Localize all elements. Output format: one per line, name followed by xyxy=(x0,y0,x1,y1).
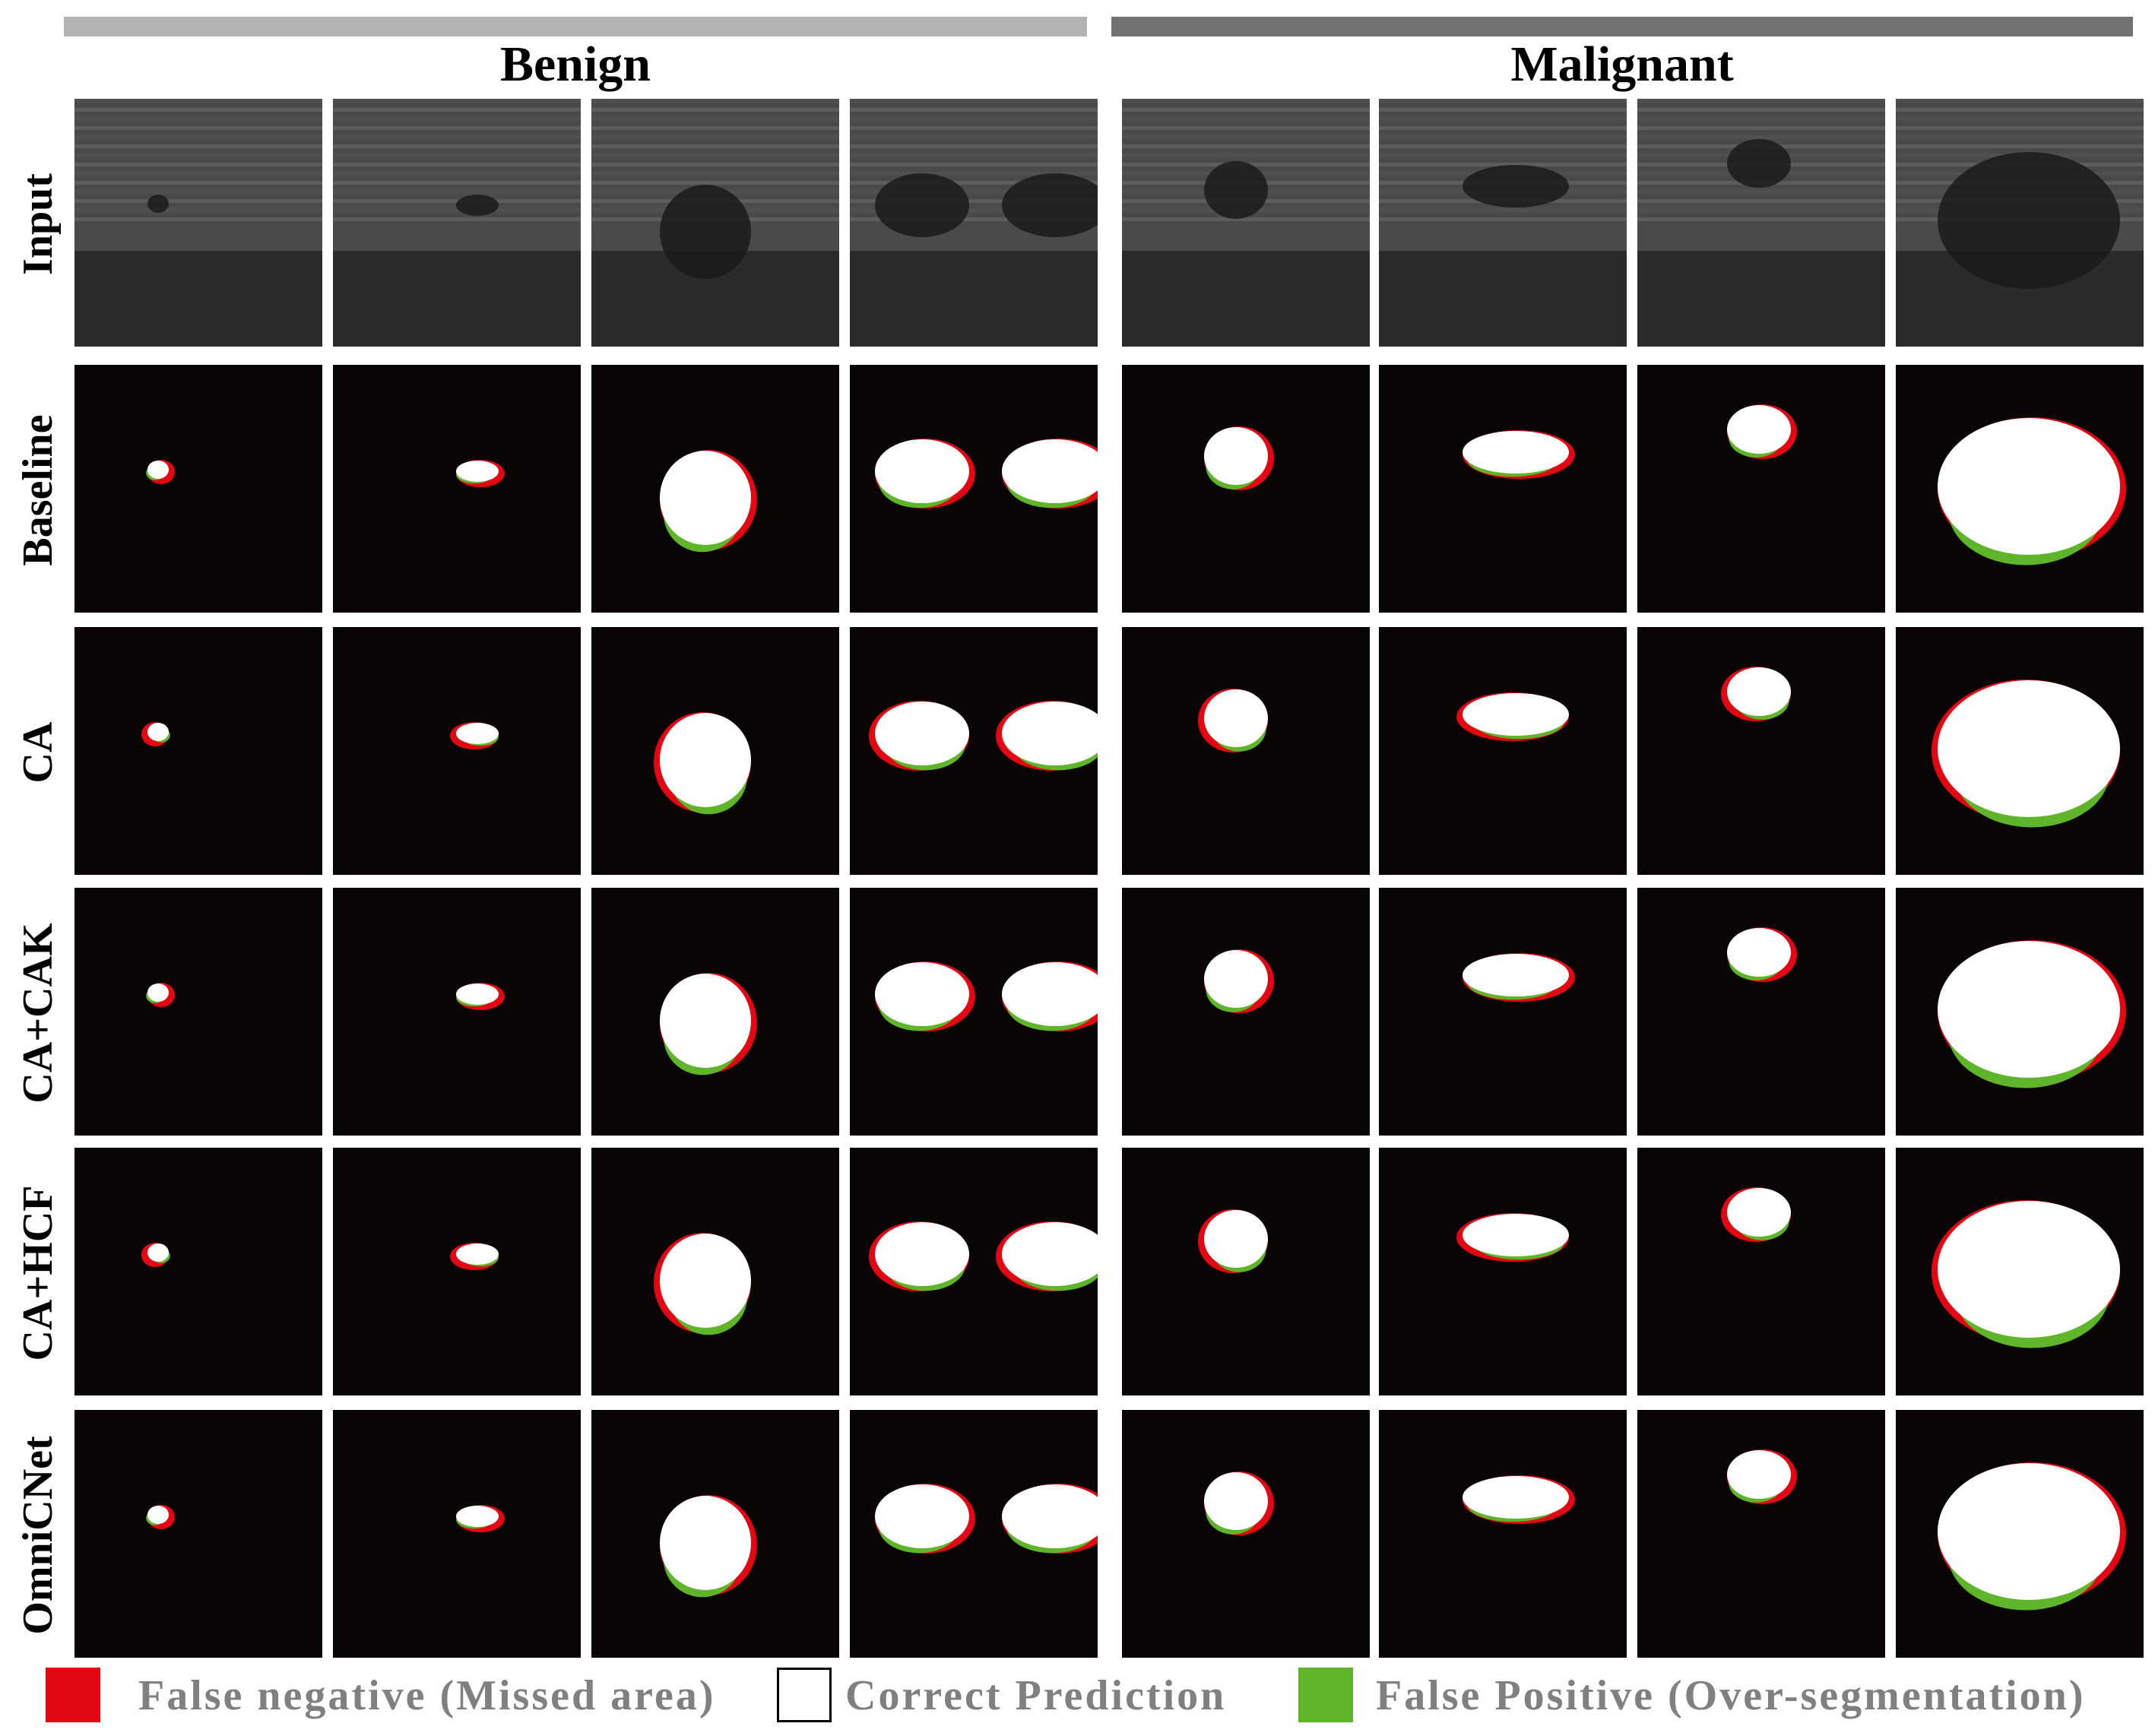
row-label-omnicnet: OmniCNet xyxy=(14,1436,62,1635)
ultrasound-image-r0-c0 xyxy=(74,99,322,347)
ultrasound-image-r0-c7 xyxy=(1896,99,2144,347)
correct-prediction-swatch xyxy=(777,1668,832,1722)
malignant-group-title: Malignant xyxy=(1510,36,1734,92)
segmentation-map-r2-c4 xyxy=(1122,627,1370,875)
ultrasound-image-r0-c6 xyxy=(1637,99,1885,347)
segmentation-map-r3-c4 xyxy=(1122,888,1370,1136)
benign-group-title: Benign xyxy=(499,36,651,92)
row-label-ca: CA xyxy=(14,721,62,784)
segmentation-map-r1-c5 xyxy=(1379,365,1627,613)
segmentation-map-r5-c1 xyxy=(333,1410,581,1658)
segmentation-map-r3-c7 xyxy=(1896,888,2144,1136)
segmentation-map-r3-c0 xyxy=(74,888,322,1136)
segmentation-map-r2-c5 xyxy=(1379,627,1627,875)
segmentation-map-r2-c0 xyxy=(74,627,322,875)
segmentation-map-r5-c6 xyxy=(1637,1410,1885,1658)
segmentation-map-r5-c5 xyxy=(1379,1410,1627,1658)
segmentation-map-r1-c7 xyxy=(1896,365,2144,613)
segmentation-map-r4-c7 xyxy=(1896,1148,2144,1395)
segmentation-map-r1-c3 xyxy=(850,365,1098,613)
segmentation-map-r5-c2 xyxy=(591,1410,839,1658)
correct-prediction-label: Correct Prediction xyxy=(845,1672,1227,1719)
segmentation-map-r4-c5 xyxy=(1379,1148,1627,1395)
segmentation-map-r5-c0 xyxy=(74,1410,322,1658)
segmentation-map-r5-c3 xyxy=(850,1410,1098,1658)
segmentation-map-r2-c3 xyxy=(850,627,1098,875)
segmentation-map-r3-c6 xyxy=(1637,888,1885,1136)
false-positive-swatch xyxy=(1298,1668,1353,1722)
malignant-header-bar xyxy=(1111,17,2133,36)
ultrasound-image-r0-c5 xyxy=(1379,99,1627,347)
ultrasound-image-r0-c2 xyxy=(591,99,839,347)
row-label-ca-hcf: CA+HCF xyxy=(14,1185,62,1361)
segmentation-map-r1-c0 xyxy=(74,365,322,613)
segmentation-map-r5-c7 xyxy=(1896,1410,2144,1658)
segmentation-map-r4-c4 xyxy=(1122,1148,1370,1395)
segmentation-map-r4-c0 xyxy=(74,1148,322,1395)
segmentation-map-r2-c6 xyxy=(1637,627,1885,875)
segmentation-map-r1-c2 xyxy=(591,365,839,613)
segmentation-map-r1-c4 xyxy=(1122,365,1370,613)
ultrasound-image-r0-c1 xyxy=(333,99,581,347)
segmentation-map-r4-c1 xyxy=(333,1148,581,1395)
ultrasound-image-r0-c4 xyxy=(1122,99,1370,347)
row-label-baseline: Baseline xyxy=(14,414,62,566)
segmentation-map-r3-c1 xyxy=(333,888,581,1136)
row-label-input: Input xyxy=(14,173,62,275)
segmentation-map-r3-c5 xyxy=(1379,888,1627,1136)
ultrasound-image-r0-c3 xyxy=(850,99,1098,347)
segmentation-map-r1-c6 xyxy=(1637,365,1885,613)
segmentation-map-r2-c2 xyxy=(591,627,839,875)
benign-header-bar xyxy=(64,17,1087,36)
false-negative-swatch xyxy=(46,1668,100,1722)
segmentation-map-r1-c1 xyxy=(333,365,581,613)
segmentation-map-r2-c1 xyxy=(333,627,581,875)
segmentation-map-r5-c4 xyxy=(1122,1410,1370,1658)
segmentation-map-r4-c3 xyxy=(850,1148,1098,1395)
segmentation-map-r3-c3 xyxy=(850,888,1098,1136)
segmentation-map-r2-c7 xyxy=(1896,627,2144,875)
segmentation-map-r3-c2 xyxy=(591,888,839,1136)
false-positive-label: False Positive (Over-segmentation) xyxy=(1376,1672,2086,1719)
row-label-ca-cak: CA+CAK xyxy=(14,923,62,1104)
legend: False negative (Missed area) Correct Pre… xyxy=(46,1662,2136,1722)
segmentation-map-r4-c6 xyxy=(1637,1148,1885,1395)
segmentation-map-r4-c2 xyxy=(591,1148,839,1395)
false-negative-label: False negative (Missed area) xyxy=(138,1672,716,1719)
